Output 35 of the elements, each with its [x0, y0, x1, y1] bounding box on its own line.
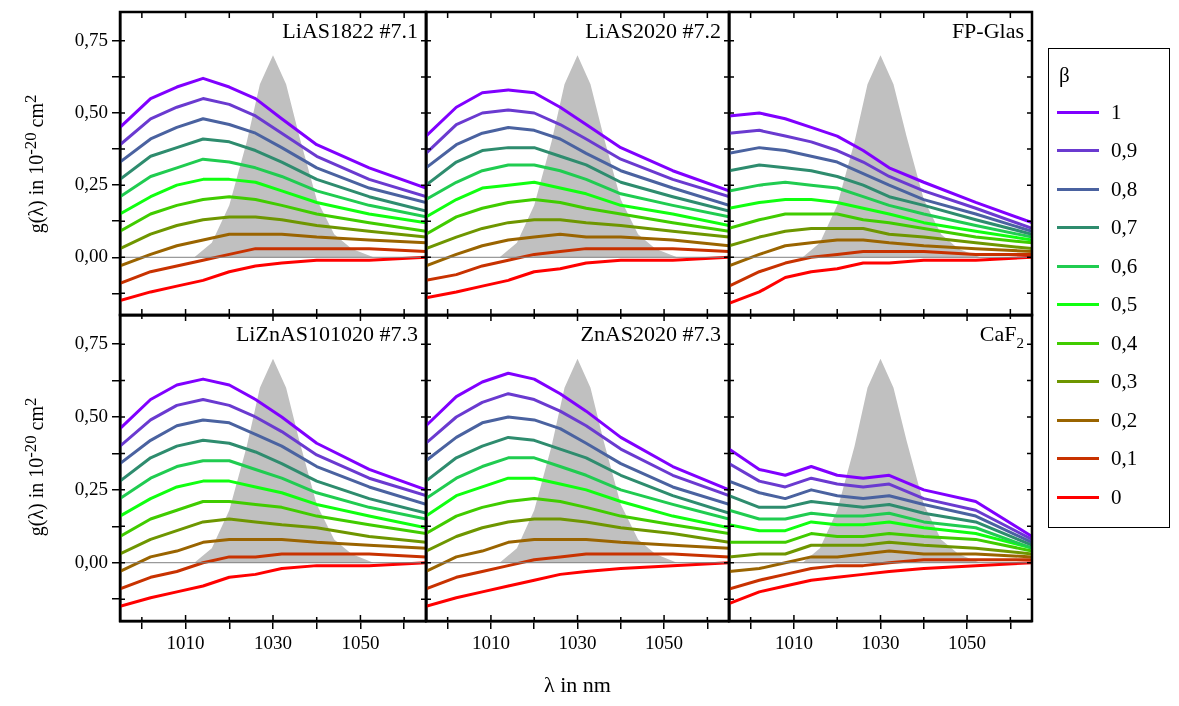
y-tick-label: 0,25: [74, 477, 108, 499]
chart-title: FP-Glas: [951, 18, 1024, 43]
legend-label: 0,7: [1111, 215, 1138, 241]
y-tick-label: 0,75: [74, 28, 108, 50]
x-tick-label: 1010: [774, 632, 813, 654]
x-tick-label: 1030: [254, 632, 292, 654]
legend-label: 0,1: [1111, 446, 1138, 472]
x-axis-title: λ in nm: [543, 672, 612, 698]
legend-label: 0: [1111, 484, 1122, 510]
legend-label: 0,4: [1111, 330, 1138, 356]
y-tick-label: 0,25: [74, 173, 108, 195]
chart-title: LiAS2020 #7.2: [585, 18, 722, 43]
y-tick-label: 0,50: [74, 100, 108, 122]
chart-title: LiZnAS101020 #7.3: [235, 321, 419, 346]
legend-label: 0,8: [1111, 176, 1138, 202]
x-tick-label: 1010: [471, 632, 510, 654]
y-tick-label: 0,00: [74, 245, 108, 267]
x-tick-label: 1050: [948, 632, 987, 654]
chart-title: LiAS1822 #7.1: [282, 18, 419, 43]
legend-label: 1: [1111, 99, 1122, 125]
legend-title: β: [1058, 62, 1071, 89]
legend-label: 0,6: [1111, 253, 1138, 279]
x-tick-label: 1050: [645, 632, 684, 654]
chart-title: ZnAS2020 #7.3: [580, 321, 721, 346]
y-tick-label: 0,50: [74, 404, 108, 426]
x-tick-label: 1030: [558, 632, 597, 654]
legend-label: 0,5: [1111, 292, 1138, 318]
x-tick-label: 1010: [166, 632, 205, 654]
legend-label: 0,9: [1111, 138, 1138, 164]
x-tick-label: 1050: [341, 632, 380, 654]
y-tick-label: 0,75: [74, 332, 108, 354]
y-tick-label: 0,00: [74, 550, 108, 572]
legend-label: 0,3: [1111, 369, 1138, 395]
legend-label: 0,2: [1111, 407, 1138, 433]
x-tick-label: 1030: [861, 632, 900, 654]
